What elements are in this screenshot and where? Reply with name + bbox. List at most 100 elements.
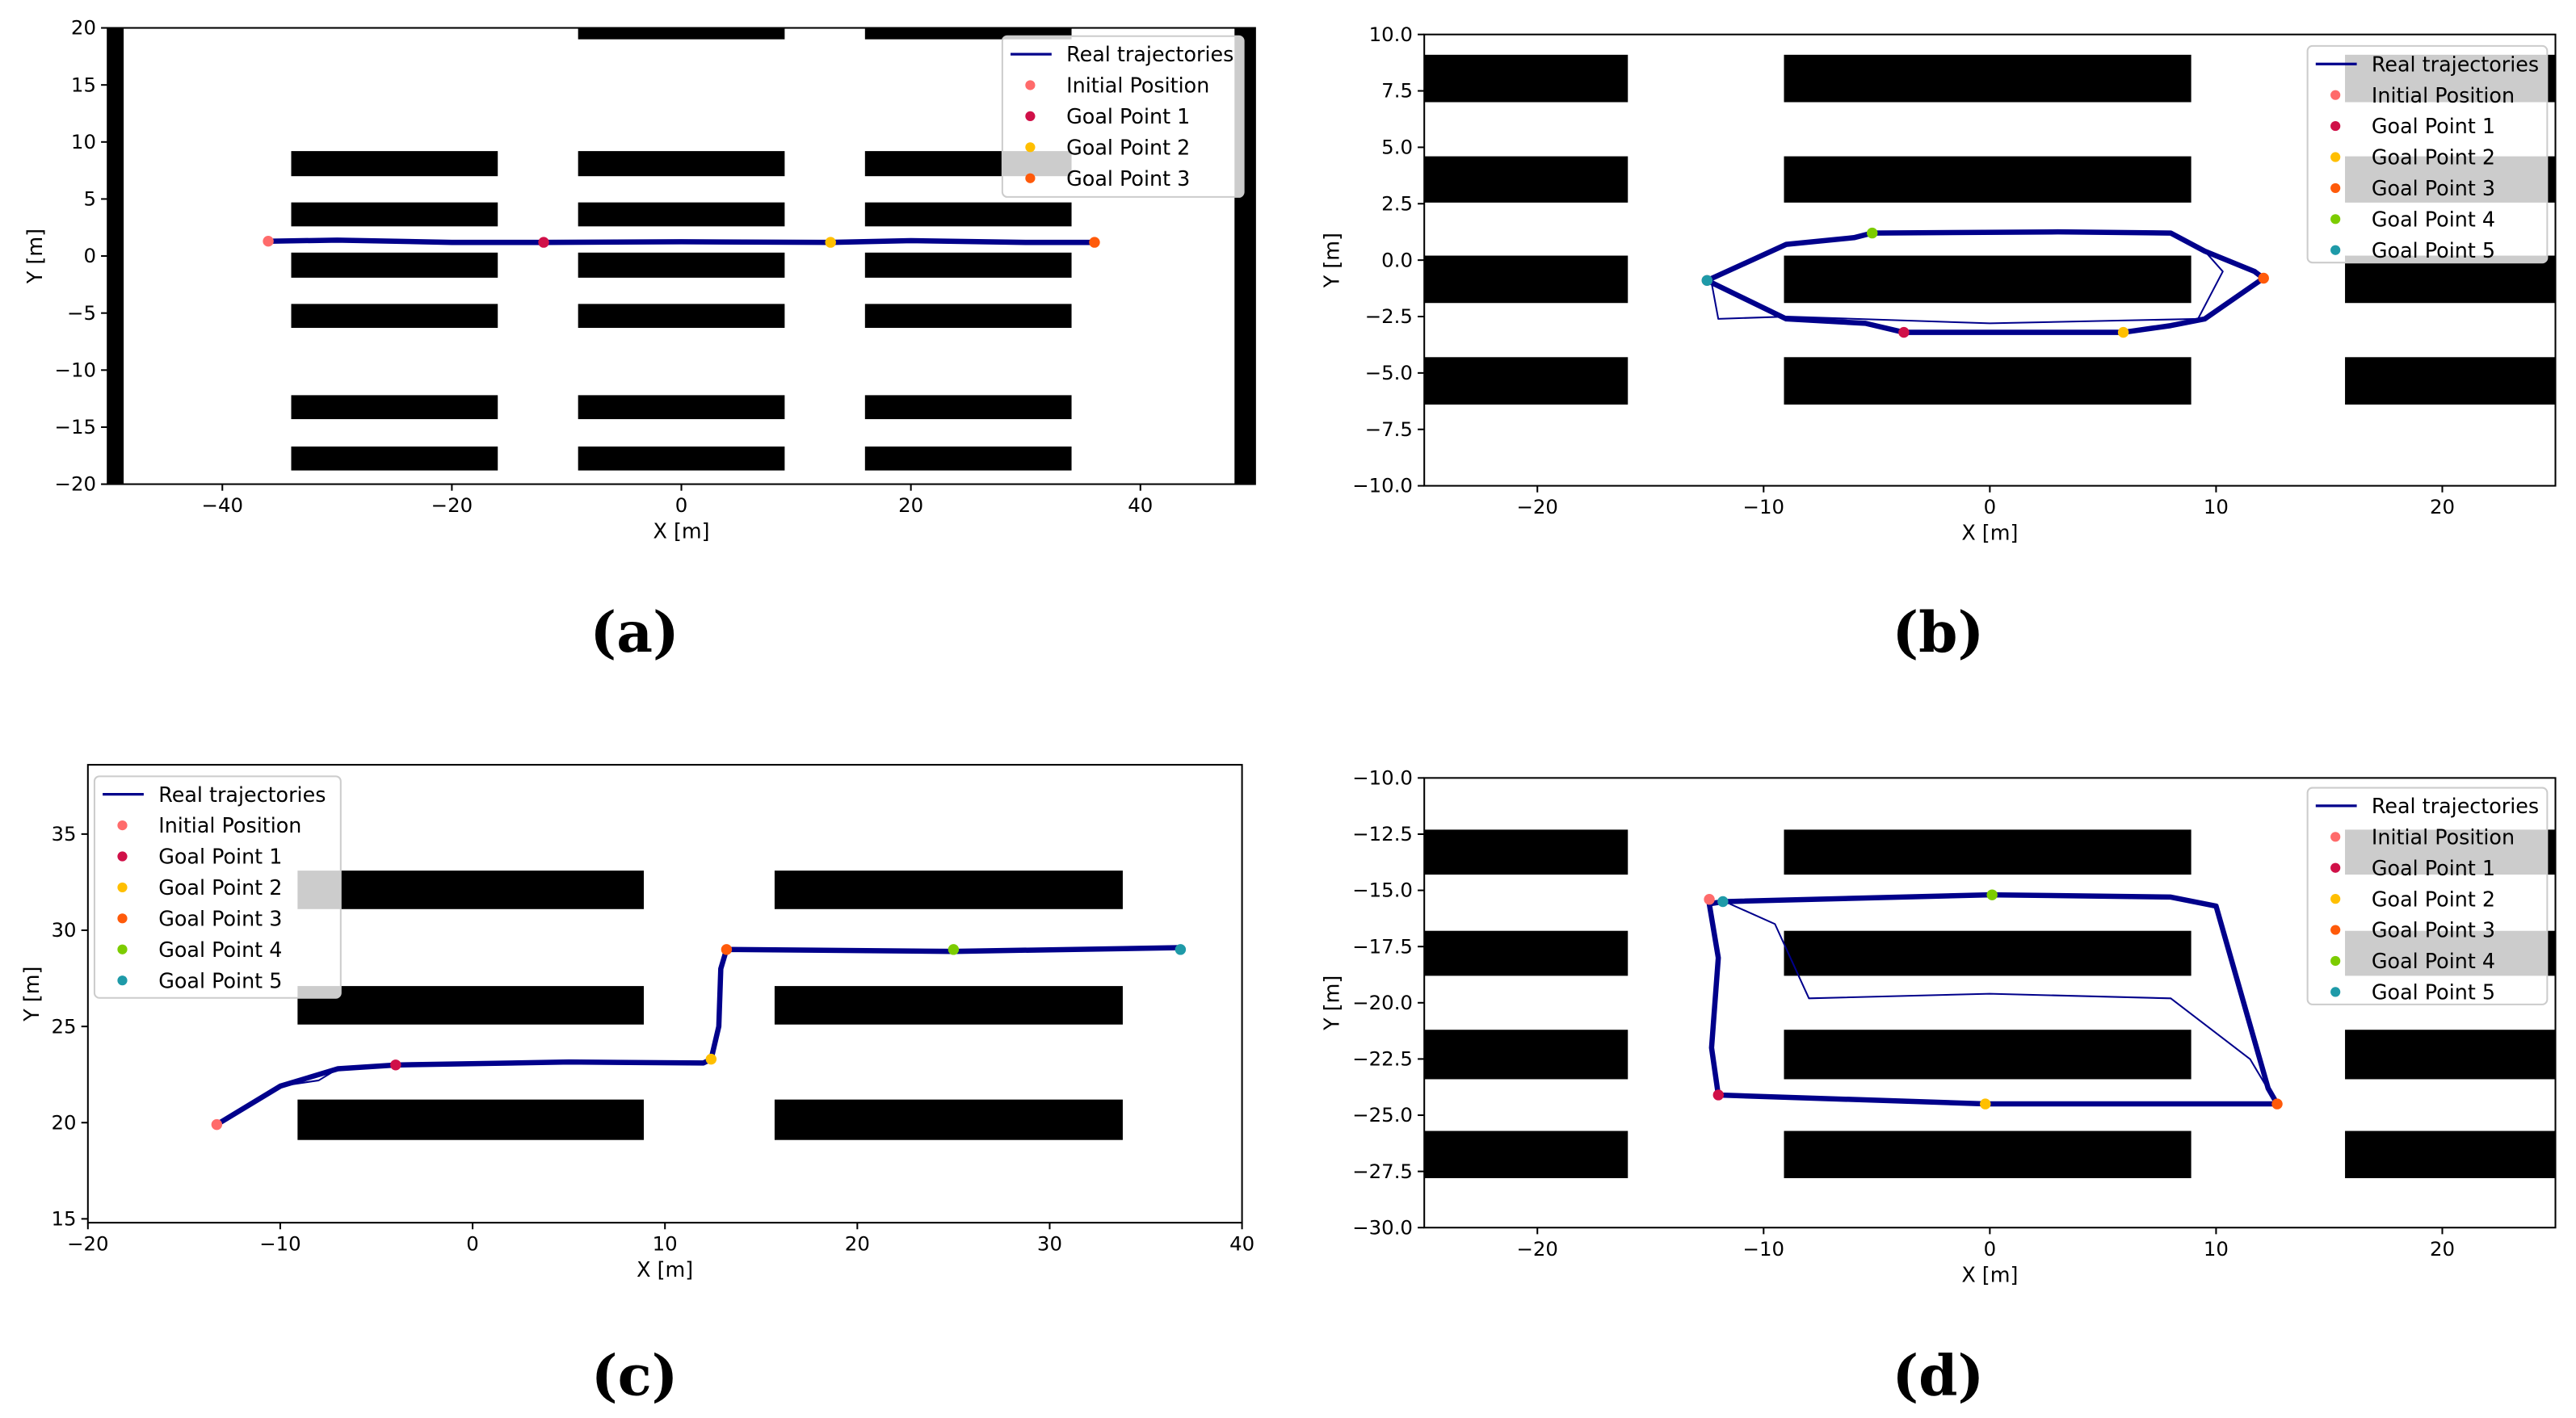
legend-marker-swatch [2330,955,2341,967]
legend: Real trajectories Initial Position Goal Po… [93,775,342,999]
y-tick-label: −30.0 [1352,1215,1413,1239]
trajectory-line [1704,229,2267,335]
point-goal-point-1 [1898,326,1910,338]
obstacle [774,871,1123,909]
obstacle [1424,255,1628,304]
legend-entry: Goal Point 2 [1066,135,1190,159]
legend: Real trajectories Initial Position Goal Po… [1001,35,1245,198]
point-goal-point-2 [2117,326,2129,338]
obstacle [578,27,785,40]
legend-marker-swatch [2330,987,2341,997]
obstacle [774,1099,1123,1140]
legend-marker-swatch [117,820,128,831]
obstacle [864,202,1072,227]
x-tick-label: 0 [1984,1237,1997,1261]
legend-marker-swatch [2330,182,2341,194]
y-tick-label: 20 [71,16,96,40]
obstacle [2345,357,2556,405]
plot-area [1424,829,2556,1178]
x-tick-label: 20 [845,1232,870,1256]
x-tick-label: −20 [1516,1237,1557,1261]
legend-marker-swatch [117,851,128,862]
obstacle [1424,1131,1628,1178]
legend-entry: Goal Point 1 [2372,114,2495,138]
obstacle [291,252,498,278]
legend-box [2306,787,2549,1005]
legend-entry: Goal Point 3 [158,906,282,930]
obstacle [1424,829,1628,875]
y-tick-label: 2.5 [1381,191,1413,215]
point-goal-point-1 [1712,1089,1724,1101]
obstacle [578,252,785,278]
legend-marker-swatch [1025,173,1036,183]
legend-marker-swatch [2330,862,2341,873]
y-tick-label: 20 [52,1110,77,1134]
obstacle [297,1099,645,1140]
point-goal-point-3 [2271,1098,2283,1110]
y-tick-label: 7.5 [1381,79,1413,103]
subplot-b: −20 −10 0 10 20 10.0 7.5 5.0 2.5 0.0 −2.5 −5.0 −7.5 −… [1320,23,2557,665]
legend-marker-swatch [117,882,128,893]
legend-marker-swatch [1025,80,1036,90]
y-tick-label: 10 [71,130,96,153]
legend-entry: Real trajectories [2372,794,2539,818]
x-tick-label: 10 [653,1232,678,1256]
legend-entry: Initial Position [158,813,301,837]
legend-entry: Initial Position [2372,83,2515,107]
y-tick-label: −15 [55,415,96,438]
trajectory-line-thin [1710,250,2224,325]
legend-marker-swatch [117,913,128,924]
panel-label: (a) [590,600,679,665]
x-tick-label: 0 [466,1232,479,1256]
legend-entry: Goal Point 1 [2372,856,2495,880]
y-tick-label: −10 [55,358,96,381]
x-axis-label: X [m] [1961,521,2018,545]
legend-marker-swatch [1025,142,1036,153]
x-axis-label: X [m] [637,1257,693,1282]
point-goal-point-2 [705,1053,717,1065]
obstacle [1784,1131,2191,1178]
y-tick-label: 15 [52,1207,77,1231]
x-tick-label: 40 [1128,493,1153,517]
legend-marker-swatch [2330,152,2341,162]
y-tick-label: −5 [67,301,96,325]
obstacle [864,252,1072,278]
obstacle [1424,1030,1628,1080]
x-tick-label: −20 [67,1232,108,1256]
obstacle [107,27,124,485]
obstacle [291,395,498,420]
x-tick-label: −40 [202,493,243,517]
plot-area [107,27,1255,485]
y-tick-label: 35 [52,822,77,845]
point-goal-point-2 [1980,1098,1991,1110]
x-tick-label: 20 [898,493,923,517]
x-tick-label: 20 [2430,495,2455,518]
y-tick-label: −2.5 [1365,304,1413,328]
plot-area [1424,54,2556,405]
legend-entry: Goal Point 4 [2372,207,2495,231]
legend-entry: Goal Point 2 [158,875,282,900]
obstacle [578,202,785,227]
legend-entry: Real trajectories [158,782,326,807]
panel-label: (d) [1892,1344,1984,1409]
obstacle [291,446,498,471]
y-tick-label: 0.0 [1381,248,1413,271]
x-tick-label: 10 [2204,495,2229,518]
legend-entry: Goal Point 5 [2372,980,2495,1005]
obstacle [1784,829,2191,875]
legend: Real trajectories Initial Position Goal Po… [2306,44,2549,264]
obstacle [1784,357,2191,405]
y-tick-label: −7.5 [1365,417,1413,441]
legend-marker-swatch [2330,832,2341,842]
legend-entry: Goal Point 2 [2372,145,2495,170]
y-tick-label: 10.0 [1369,23,1413,46]
trajectory-line [214,945,1183,1127]
legend-entry: Initial Position [1066,73,1209,98]
point-goal-point-3 [1089,237,1100,248]
y-axis-label: Y [m] [1320,233,1344,288]
x-tick-label: 0 [675,493,688,517]
legend-box [1001,35,1245,198]
legend-marker-swatch [2330,925,2341,935]
legend-marker-swatch [1025,111,1036,121]
y-axis-label: Y [m] [1320,975,1344,1031]
